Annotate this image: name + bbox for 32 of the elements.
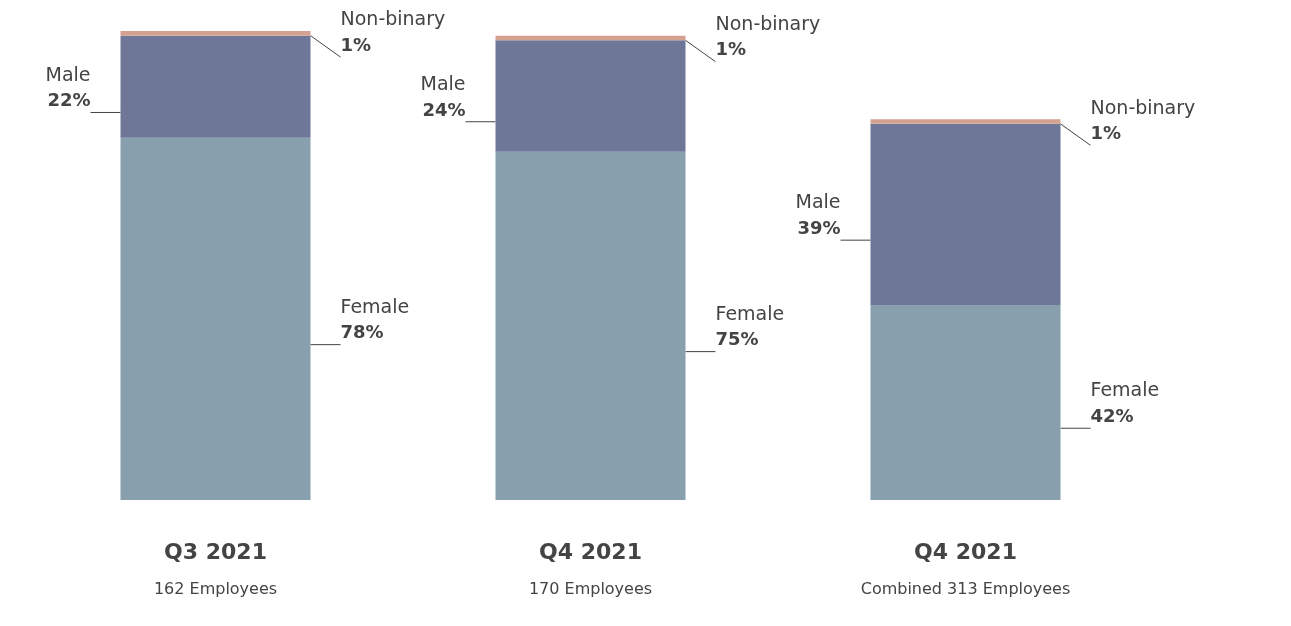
text: Male (420, 72, 466, 95)
data-label: 1% (715, 38, 747, 60)
text: 162 Employees (153, 578, 278, 598)
x-tick-label: Q3 2021 (164, 538, 267, 564)
bar (120, 35, 311, 138)
bar (495, 40, 686, 152)
text: Female (1090, 378, 1160, 401)
x-tick-label: Q4 2021 (914, 538, 1017, 564)
data-label: 24% (422, 98, 466, 120)
bar (120, 31, 311, 36)
series-label: Male (45, 62, 91, 85)
bar (495, 151, 686, 500)
data-label: 1% (1090, 122, 1122, 144)
data-label: 75% (715, 328, 759, 350)
text: 170 Employees (528, 578, 653, 598)
series-label: Non-binary (715, 11, 821, 34)
bar (120, 137, 311, 500)
data-label: 78% (340, 321, 384, 343)
x-tick-label: Q4 2021 (539, 538, 642, 564)
bar (870, 119, 1061, 124)
text: Female (715, 301, 785, 324)
data-label: 1% (340, 33, 372, 55)
series-label: Female (340, 294, 410, 317)
data-label: 42% (1090, 404, 1134, 426)
text: Non-binary (340, 7, 446, 30)
bar (870, 123, 1061, 305)
data-label: 22% (47, 89, 91, 111)
bar (870, 304, 1061, 500)
data-label: 39% (797, 216, 841, 238)
text: Combined 313 Employees (860, 578, 1071, 598)
text: Male (795, 190, 841, 213)
text: Non-binary (1090, 95, 1196, 118)
